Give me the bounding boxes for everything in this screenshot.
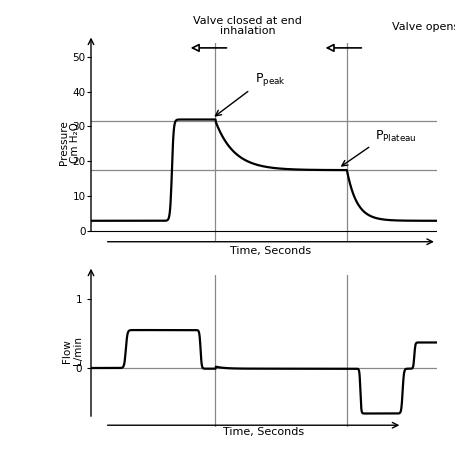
Text: Valve opens: Valve opens [392,22,455,32]
Text: P$_{\mathregular{peak}}$: P$_{\mathregular{peak}}$ [255,71,286,88]
Text: P$_{\mathregular{Plateau}}$: P$_{\mathregular{Plateau}}$ [374,129,416,144]
Y-axis label: Flow
L/min: Flow L/min [62,336,83,365]
Text: Time, Seconds: Time, Seconds [230,246,311,256]
Text: Valve closed at end: Valve closed at end [193,16,302,26]
Text: inhalation: inhalation [219,26,275,36]
Text: Time, Seconds: Time, Seconds [223,427,304,437]
Y-axis label: Pressure
Cm H₂O: Pressure Cm H₂O [59,120,81,164]
